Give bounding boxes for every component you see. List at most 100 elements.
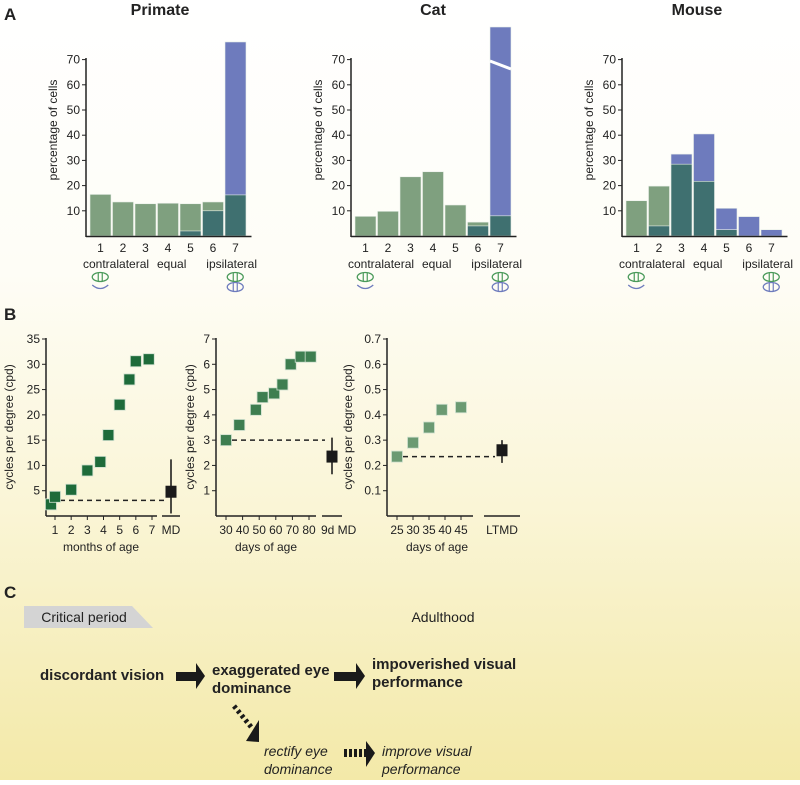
node-improve-1: improve visual <box>382 743 472 759</box>
x-tick-label: 25 <box>390 523 404 537</box>
chart-title: Mouse <box>672 2 723 19</box>
y-tick-label: 70 <box>603 53 617 67</box>
x-group-label: equal <box>157 257 186 271</box>
x-tick-label: 5 <box>452 241 459 255</box>
bar-normal <box>625 200 648 237</box>
y-axis-label: cycles per degree (cpd) <box>183 364 197 489</box>
x-tick-label: 3 <box>407 241 414 255</box>
arrow-head <box>356 663 365 689</box>
bar-normal <box>354 216 377 237</box>
x-tick-label: 3 <box>678 241 685 255</box>
data-point <box>304 350 317 363</box>
y-axis-label: cycles per degree (cpd) <box>341 364 355 489</box>
panel-label-b: B <box>4 305 16 324</box>
data-point <box>233 419 246 431</box>
x-tick-label: 4 <box>100 523 107 537</box>
x-group-label: equal <box>693 257 722 271</box>
x-tick-label: 30 <box>406 523 420 537</box>
arrow-solid-2 <box>334 663 365 689</box>
y-tick-label: 30 <box>603 153 617 167</box>
arrow-shaft <box>232 704 254 730</box>
bar-overlap <box>202 210 224 237</box>
y-tick-label: 10 <box>27 458 41 472</box>
data-point <box>249 403 262 416</box>
flow-diagram: Critical period Adulthood discordant vis… <box>24 606 516 777</box>
data-point <box>142 353 155 366</box>
bar-chart-mouse: Mouse percentage of cells 1 2 3 4 5 6 7 10 20 30 40 5… <box>582 2 793 293</box>
node-rectify-1: rectify eye <box>264 743 328 759</box>
contralateral-eye-icon-outline <box>356 271 374 283</box>
node-impoverished-2: performance <box>372 674 463 691</box>
y-tick-label: 7 <box>203 332 210 346</box>
x-tick-label: 40 <box>438 523 452 537</box>
data-point <box>123 373 136 386</box>
y-tick-label: 50 <box>603 103 617 117</box>
data-point <box>256 391 269 404</box>
x-tick-label: 4 <box>430 241 437 255</box>
data-point <box>268 387 281 400</box>
x-tick-label: 2 <box>120 241 127 255</box>
critical-period-label: Critical period <box>41 609 127 625</box>
bar-deprived <box>760 229 783 237</box>
y-tick-label: 10 <box>603 204 617 218</box>
bar-overlap <box>715 229 738 237</box>
y-axis-label: cycles per degree (cpd) <box>2 364 16 489</box>
y-tick-label: 25 <box>27 383 41 397</box>
y-tick-label: 20 <box>67 179 81 193</box>
bar-normal <box>112 201 134 237</box>
y-tick-label: 60 <box>67 78 81 92</box>
x-tick-label: 3 <box>84 523 91 537</box>
contralateral-eye-icon-outline <box>627 271 645 283</box>
x-tick-label: 2 <box>656 241 663 255</box>
x-group-label: contralateral <box>619 257 685 271</box>
data-point <box>49 490 61 503</box>
deprived-label: MD <box>162 523 181 537</box>
x-tick-label: 70 <box>286 523 300 537</box>
closed-eye-icon <box>356 284 374 290</box>
axis-break-mark <box>489 59 512 71</box>
y-tick-label: 30 <box>332 153 346 167</box>
ipsilateral-green-eye-icon-outline <box>226 271 244 283</box>
scatter-chart-3: 0.1 0.2 0.3 0.4 0.5 0.6 0.7 25 30 35 40 45 LTMD days … <box>341 332 520 554</box>
scatter-chart-2: 1 2 3 4 5 6 7 30 40 50 60 70 80 9d MD days of age cycle… <box>183 332 357 554</box>
y-tick-label: 70 <box>67 53 81 67</box>
ipsilateral-green-eye-icon-outline <box>491 271 509 283</box>
bar-overlap <box>489 215 512 237</box>
arrow-head <box>196 663 205 689</box>
arrow-solid-1 <box>176 663 205 689</box>
adulthood-label: Adulthood <box>411 609 474 625</box>
x-tick-label: 2 <box>385 241 392 255</box>
x-tick-label: 3 <box>142 241 149 255</box>
data-point <box>81 464 94 477</box>
contralateral-eye-icon <box>356 271 374 283</box>
x-group-label: ipsilateral <box>742 257 793 271</box>
bar-overlap <box>224 194 247 237</box>
bar-normal <box>89 194 112 237</box>
ipsilateral-blue-eye-icon-outline <box>491 281 509 293</box>
x-group-label: ipsilateral <box>206 257 257 271</box>
x-tick-label: 6 <box>132 523 139 537</box>
y-tick-label: 1 <box>203 484 210 498</box>
data-point <box>407 436 419 449</box>
x-group-label: equal <box>422 257 451 271</box>
arrow-shaft <box>334 672 358 681</box>
x-group-label: ipsilateral <box>471 257 522 271</box>
y-tick-label: 0.1 <box>364 484 381 498</box>
x-tick-label: 50 <box>253 523 267 537</box>
x-tick-label: 5 <box>116 523 123 537</box>
x-tick-label: 1 <box>633 241 640 255</box>
x-axis-label: days of age <box>235 540 297 554</box>
deprived-data-point <box>326 450 338 463</box>
y-tick-label: 4 <box>203 408 210 422</box>
deprived-label: 9d MD <box>321 523 357 537</box>
y-tick-label: 40 <box>332 128 346 142</box>
y-tick-label: 0.3 <box>364 433 381 447</box>
x-tick-label: 45 <box>454 523 468 537</box>
y-tick-label: 10 <box>332 204 346 218</box>
node-rectify-2: dominance <box>264 761 333 777</box>
y-tick-label: 60 <box>603 78 617 92</box>
bar-deprived <box>489 26 512 237</box>
y-axis-label: percentage of cells <box>582 80 596 181</box>
